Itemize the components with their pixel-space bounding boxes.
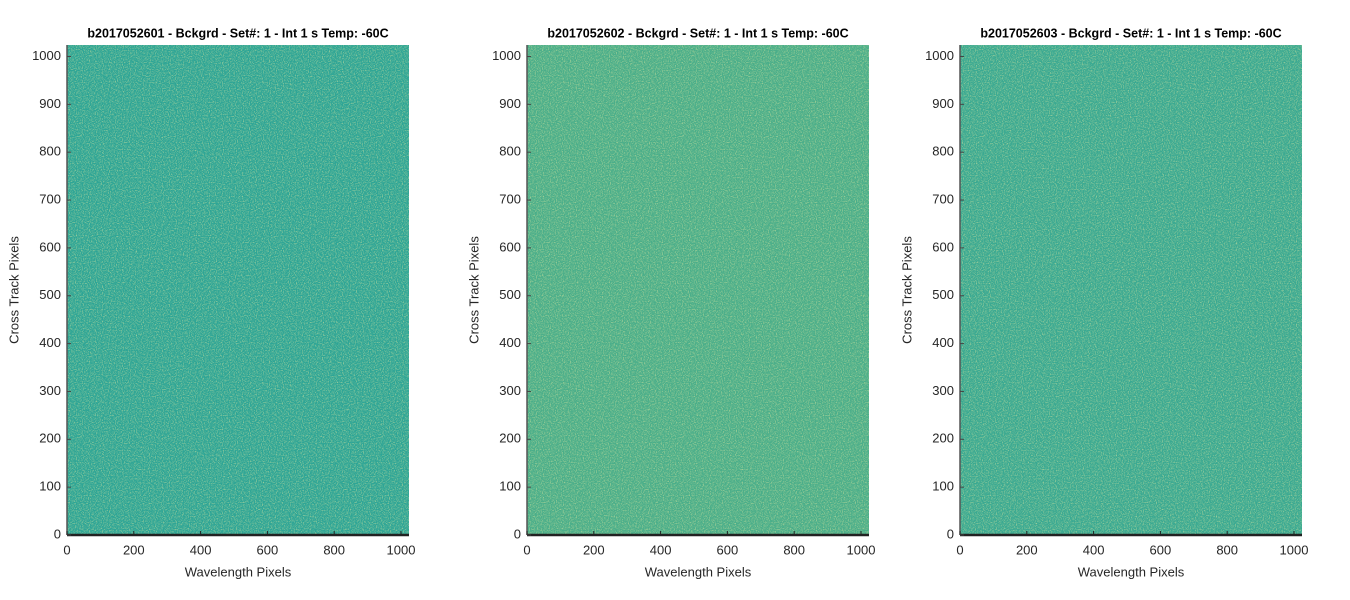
x-tick-label: 0 (63, 542, 70, 557)
x-tick-label: 1000 (387, 542, 416, 557)
x-tick-label: 800 (323, 542, 345, 557)
x-tick-label: 800 (1216, 542, 1238, 557)
chart-title: b2017052602 - Bckgrd - Set#: 1 - Int 1 s… (547, 26, 848, 40)
x-tick-label: 0 (523, 542, 530, 557)
y-tick-label: 500 (499, 287, 521, 302)
y-tick-label: 600 (39, 239, 61, 254)
x-tick-label: 1000 (1280, 542, 1309, 557)
image-noise (960, 45, 1302, 535)
y-tick-label: 300 (39, 383, 61, 398)
x-tick-label: 200 (583, 542, 605, 557)
y-axis-label: Cross Track Pixels (6, 236, 21, 344)
y-tick-label: 400 (39, 335, 61, 350)
x-axis-label: Wavelength Pixels (645, 564, 752, 579)
x-tick-label: 400 (190, 542, 212, 557)
y-tick-label: 600 (932, 239, 954, 254)
y-tick-label: 600 (499, 239, 521, 254)
chart-title: b2017052601 - Bckgrd - Set#: 1 - Int 1 s… (87, 26, 388, 40)
y-axis-label: Cross Track Pixels (899, 236, 914, 344)
x-axis-label: Wavelength Pixels (1078, 564, 1185, 579)
y-tick-label: 400 (932, 335, 954, 350)
y-tick-label: 0 (54, 526, 61, 541)
y-tick-label: 700 (39, 191, 61, 206)
image-noise (527, 45, 869, 535)
y-tick-label: 900 (932, 96, 954, 111)
chart-title: b2017052603 - Bckgrd - Set#: 1 - Int 1 s… (980, 26, 1281, 40)
y-tick-label: 200 (499, 431, 521, 446)
x-tick-label: 600 (717, 542, 739, 557)
x-tick-label: 400 (1083, 542, 1105, 557)
x-tick-label: 200 (1016, 542, 1038, 557)
y-tick-label: 900 (39, 96, 61, 111)
y-tick-label: 100 (39, 479, 61, 494)
x-tick-label: 400 (650, 542, 672, 557)
x-axis-label: Wavelength Pixels (185, 564, 292, 579)
y-tick-label: 0 (947, 526, 954, 541)
y-tick-label: 500 (932, 287, 954, 302)
y-axis-label: Cross Track Pixels (466, 236, 481, 344)
y-tick-label: 100 (499, 479, 521, 494)
y-tick-label: 1000 (492, 48, 521, 63)
y-tick-label: 200 (39, 431, 61, 446)
y-tick-label: 800 (499, 144, 521, 159)
y-tick-label: 700 (499, 191, 521, 206)
x-tick-label: 200 (123, 542, 145, 557)
x-tick-label: 800 (783, 542, 805, 557)
y-tick-label: 800 (932, 144, 954, 159)
y-tick-label: 300 (932, 383, 954, 398)
x-tick-label: 600 (257, 542, 279, 557)
image-noise (67, 45, 409, 535)
y-tick-label: 400 (499, 335, 521, 350)
x-tick-label: 1000 (847, 542, 876, 557)
y-tick-label: 500 (39, 287, 61, 302)
x-tick-label: 0 (956, 542, 963, 557)
y-tick-label: 900 (499, 96, 521, 111)
y-tick-label: 100 (932, 479, 954, 494)
y-tick-label: 1000 (925, 48, 954, 63)
y-tick-label: 0 (514, 526, 521, 541)
y-tick-label: 700 (932, 191, 954, 206)
x-tick-label: 600 (1150, 542, 1172, 557)
y-tick-label: 300 (499, 383, 521, 398)
y-tick-label: 800 (39, 144, 61, 159)
y-tick-label: 1000 (32, 48, 61, 63)
y-tick-label: 200 (932, 431, 954, 446)
